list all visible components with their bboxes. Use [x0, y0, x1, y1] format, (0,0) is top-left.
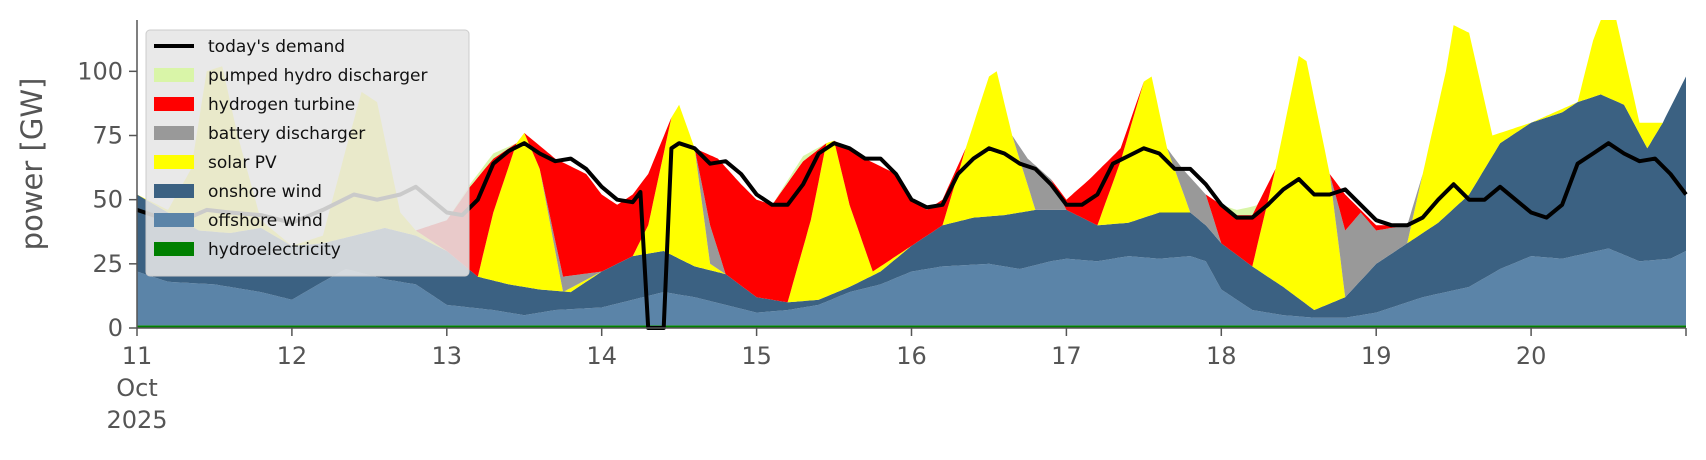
x-tick-label-14: 14 [586, 342, 617, 370]
legend-swatch-offshore-wind [154, 213, 194, 227]
demand-line [136, 141, 1688, 330]
legend-swatch-hydroelectricity [154, 242, 194, 256]
x-tick-label-17: 17 [1051, 342, 1082, 370]
y-tick-label-50: 50 [92, 186, 123, 214]
legend-swatch-pumped-hydro-discharger [154, 68, 194, 82]
x-tick-label-20: 20 [1516, 342, 1547, 370]
x-tick-label-18: 18 [1206, 342, 1237, 370]
y-tick-label-0: 0 [108, 314, 123, 342]
area-hydrogen-turbine [137, 20, 1686, 303]
legend: today's demand pumped hydro discharger hyd… [145, 29, 470, 277]
legend-label-hydroelectricity: hydroelectricity [208, 240, 341, 260]
legend-label-today-s-demand: today's demand [208, 37, 345, 57]
x-tick-label-19: 19 [1361, 342, 1392, 370]
y-tick-label-100: 100 [77, 57, 123, 85]
area-offshore-wind [137, 248, 1686, 326]
legend-label-battery-discharger: battery discharger [208, 124, 365, 144]
x-tick-label-13: 13 [432, 342, 463, 370]
legend-label-onshore-wind: onshore wind [208, 182, 322, 202]
x-tick-label-12: 12 [277, 342, 308, 370]
demand-line-group [136, 141, 1688, 330]
x-tick-label-15: 15 [741, 342, 772, 370]
legend-box [145, 29, 470, 277]
y-tick-label-25: 25 [92, 250, 123, 278]
axes-group: 0 25 50 75 100 11 Oct 2025 12 13 14 15 16 17 18 19 20 [77, 20, 1687, 434]
x-tick-label-16: 16 [896, 342, 927, 370]
legend-label-offshore-wind: offshore wind [208, 211, 323, 231]
legend-swatch-onshore-wind [154, 184, 194, 198]
legend-label-hydrogen-turbine: hydrogen turbine [208, 95, 355, 115]
x-tick-label-11-line2: 2025 [106, 406, 167, 434]
y-axis-title: power [GW] [15, 78, 49, 251]
legend-label-solar-pv: solar PV [208, 153, 277, 173]
legend-swatch-solar-pv [154, 155, 194, 169]
y-tick-label-75: 75 [92, 122, 123, 150]
area-solar-pv [137, 20, 1686, 310]
legend-label-pumped-hydro-discharger: pumped hydro discharger [208, 66, 427, 86]
x-tick-label-11-line1: Oct [116, 374, 158, 402]
legend-swatch-hydrogen-turbine [154, 97, 194, 111]
x-tick-label-11: 11 [122, 342, 153, 370]
legend-swatch-battery-discharger [154, 126, 194, 140]
area-onshore-wind [137, 76, 1686, 318]
